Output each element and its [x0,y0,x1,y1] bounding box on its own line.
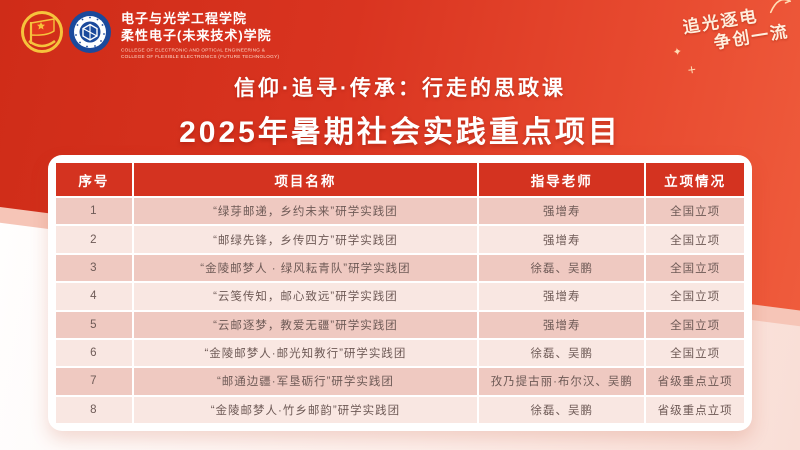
column-header-advisor: 指导老师 [479,163,645,196]
poster-subtitle: 信仰·追寻·传承：行走的思政课 [234,77,566,100]
college-name-line1: 电子与光学工程学院 [121,11,248,26]
approval-status: 全国立项 [646,311,744,338]
approval-status: 全国立项 [646,254,744,282]
sparkle-icon: ✦ [671,45,683,60]
approval-status: 省级重点立项 [646,368,744,395]
row-number: 6 [56,339,132,367]
project-name: “邮绿先锋，乡传四方”研学实践团 [133,226,478,253]
electric-swoosh-icon [769,0,792,14]
title-block: 信仰·追寻·传承：行走的思政课 2025年暑期社会实践重点项目 [0,72,800,151]
row-number: 1 [56,198,132,225]
row-number: 3 [56,254,132,282]
poster-main-title: 2025年暑期社会实践重点项目 [179,116,621,149]
college-names: 电子与光学工程学院 柔性电子(未来技术)学院 COLLEGE OF ELECTR… [121,10,541,71]
column-header-index: 序号 [56,163,132,196]
advisor-name: 强增寿 [479,198,645,225]
row-number: 4 [56,283,132,310]
approval-status: 省级重点立项 [646,396,744,423]
brand-header: 电子与光学工程学院 柔性电子(未来技术)学院 COLLEGE OF ELECTR… [20,10,541,71]
table-header-row: 序号 项目名称 指导老师 立项情况 [56,163,744,196]
table-row: 7 “邮通边疆·军垦砺行”研学实践团 孜乃提古丽·布尔汉、吴鹏 省级重点立项 [56,368,744,395]
project-name: “云邮逐梦，教爱无疆”研学实践团 [133,311,478,338]
advisor-name: 强增寿 [479,226,645,253]
row-number: 2 [56,226,132,253]
youth-league-emblem-icon [21,11,63,53]
college-en-line2: COLLEGE OF FLEXIBLE ELECTRONICS (FUTURE … [121,53,280,59]
approval-status: 全国立项 [646,226,744,253]
project-name: “金陵邮梦人·竹乡邮韵”研学实践团 [133,396,478,423]
table-row: 6 “金陵邮梦人·邮光知教行”研学实践团 徐磊、吴鹏 全国立项 [56,339,744,367]
row-number: 7 [56,368,132,395]
row-number: 5 [56,311,132,338]
project-name: “绿芽邮递，乡约未来”研学实践团 [133,198,478,225]
table-row: 4 “云笺传知，邮心致远”研学实践团 强增寿 全国立项 [56,283,744,310]
slogan-badge: 追光逐电 争创一流 ✦ + [672,0,792,78]
college-names-english: COLLEGE OF ELECTRONIC AND OPTICAL ENGINE… [121,47,339,60]
project-name: “邮通边疆·军垦砺行”研学实践团 [133,368,478,395]
row-number: 8 [56,396,132,423]
advisor-name: 孜乃提古丽·布尔汉、吴鹏 [479,368,645,395]
project-name: “云笺传知，邮心致远”研学实践团 [133,283,478,310]
table-row: 3 “金陵邮梦人 · 绿风耘青队”研学实践团 徐磊、吴鹏 全国立项 [56,254,744,282]
project-name: “金陵邮梦人·邮光知教行”研学实践团 [133,339,478,367]
advisor-name: 强增寿 [479,311,645,338]
college-logo-icon [69,11,111,53]
advisor-name: 徐磊、吴鹏 [479,254,645,282]
table-row: 8 “金陵邮梦人·竹乡邮韵”研学实践团 徐磊、吴鹏 省级重点立项 [56,396,744,423]
approval-status: 全国立项 [646,283,744,310]
projects-table: 序号 项目名称 指导老师 立项情况 1 “绿芽邮递，乡约未来”研学实践团 强增寿… [48,155,752,431]
table-body: 1 “绿芽邮递，乡约未来”研学实践团 强增寿 全国立项 2 “邮绿先锋，乡传四方… [56,198,744,423]
approval-status: 全国立项 [646,198,744,225]
advisor-name: 徐磊、吴鹏 [479,396,645,423]
table-row: 1 “绿芽邮递，乡约未来”研学实践团 强增寿 全国立项 [56,198,744,225]
table-row: 2 “邮绿先锋，乡传四方”研学实践团 强增寿 全国立项 [56,226,744,253]
column-header-status: 立项情况 [646,163,744,196]
approval-status: 全国立项 [646,339,744,367]
college-en-line1: COLLEGE OF ELECTRONIC AND OPTICAL ENGINE… [121,47,266,53]
college-name-line2: 柔性电子(未来技术)学院 [121,27,272,43]
column-header-project-name: 项目名称 [133,163,478,196]
table-row: 5 “云邮逐梦，教爱无疆”研学实践团 强增寿 全国立项 [56,311,744,338]
project-name: “金陵邮梦人 · 绿风耘青队”研学实践团 [133,254,478,282]
advisor-name: 徐磊、吴鹏 [479,339,645,367]
advisor-name: 强增寿 [479,283,645,310]
